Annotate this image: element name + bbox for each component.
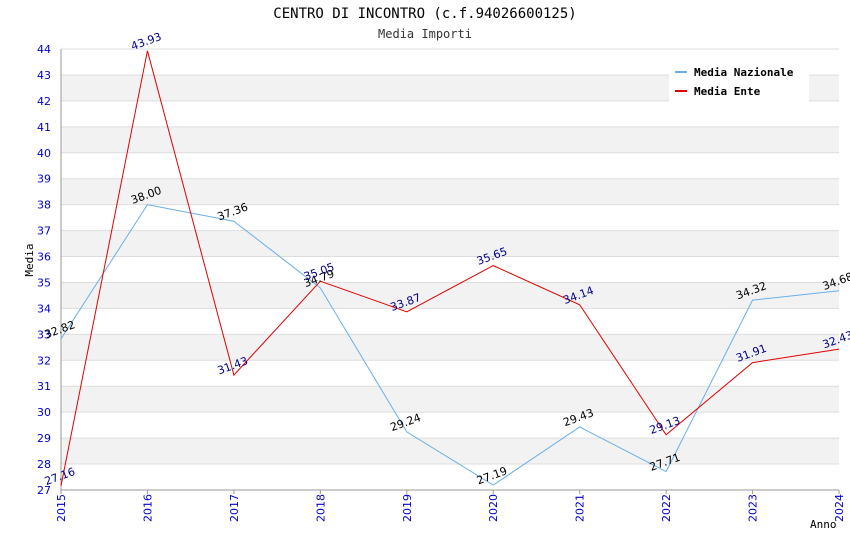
- y-tick-label: 42: [37, 95, 51, 108]
- y-tick-label: 38: [37, 199, 51, 212]
- grid-band: [61, 464, 839, 490]
- y-tick-label: 39: [37, 173, 51, 186]
- x-tick-label: 2016: [141, 494, 154, 522]
- grid-band: [61, 100, 839, 127]
- x-tick-labels: 2015 2016 2017 2018 2019 2020 2021 2022 2023 2024: [55, 490, 846, 522]
- y-tick-label: 34: [37, 302, 51, 315]
- grid-band: [61, 204, 839, 231]
- x-tick-label: 2023: [747, 494, 760, 522]
- y-tick-label: 30: [37, 406, 51, 419]
- y-tick-label: 36: [37, 251, 51, 264]
- y-tick-labels: 27 28 29 30 31 32 33 34 35 36 37 38 39 40 41 42 43 44: [37, 43, 51, 497]
- grid-band: [61, 256, 839, 283]
- grid-band: [61, 178, 839, 205]
- legend: Media Nazionale Media Ente: [669, 60, 809, 102]
- series-lines: [60, 50, 840, 486]
- y-tick-label: 28: [37, 458, 51, 471]
- y-tick-label: 31: [37, 380, 51, 393]
- x-axis-label: Anno: [810, 518, 837, 531]
- grid-band: [61, 334, 839, 361]
- y-tick-label: 32: [37, 354, 51, 367]
- x-tick-label: 2022: [660, 494, 673, 522]
- x-tick-label: 2021: [574, 494, 587, 522]
- y-tick-label: 33: [37, 328, 51, 341]
- y-tick-label: 27: [37, 484, 51, 497]
- grid-band: [61, 152, 839, 179]
- legend-entry: Media Nazionale: [694, 66, 794, 79]
- x-tick-label: 2019: [401, 494, 414, 522]
- grid-band: [61, 126, 839, 153]
- y-tick-label: 40: [37, 147, 51, 160]
- chart-title: CENTRO DI INCONTRO (c.f.94026600125): [273, 6, 577, 22]
- x-tick-label: 2015: [55, 494, 68, 522]
- legend-entry: Media Ente: [694, 85, 761, 98]
- x-tick-label: 2018: [314, 494, 327, 522]
- y-tick-label: 41: [37, 121, 51, 134]
- grid-bands: [61, 48, 839, 491]
- grid-band: [61, 412, 839, 439]
- chart-subtitle: Media Importi: [378, 27, 472, 41]
- y-tick-label: 35: [37, 276, 51, 289]
- grid-band: [61, 438, 839, 465]
- x-tick-label: 2024: [833, 494, 846, 522]
- y-tick-label: 44: [37, 43, 51, 56]
- grid-band: [61, 386, 839, 413]
- x-tick-label: 2020: [487, 494, 500, 522]
- axes: [60, 49, 839, 491]
- grid-band: [61, 360, 839, 387]
- grid-band: [61, 282, 839, 309]
- y-tick-label: 43: [37, 69, 51, 82]
- y-axis-label: Media: [23, 243, 36, 276]
- y-tick-label: 37: [37, 225, 51, 238]
- grid-band: [61, 308, 839, 335]
- y-tick-label: 29: [37, 432, 51, 445]
- series-line: [60, 50, 840, 486]
- x-tick-label: 2017: [228, 494, 241, 522]
- legend-box: [669, 60, 809, 102]
- grid-band: [61, 230, 839, 257]
